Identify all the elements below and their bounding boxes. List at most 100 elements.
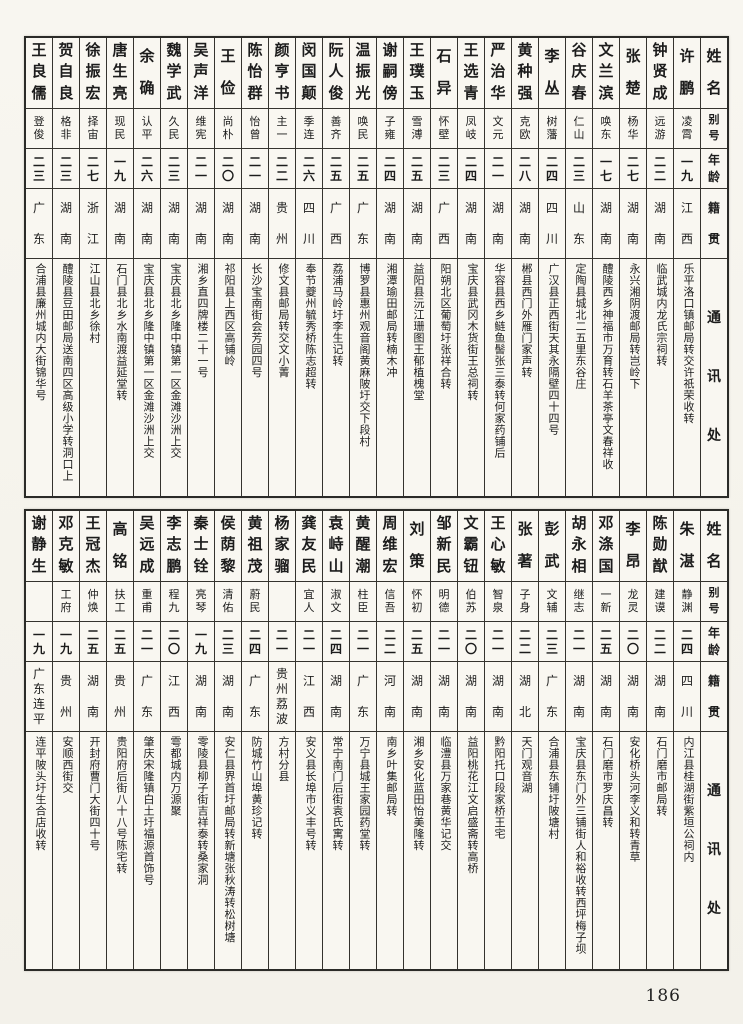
entry-age: 二三	[26, 148, 52, 188]
entry-alias: 蔚民	[242, 581, 268, 621]
entry-column: 王冠杰仲焕二五湖南开封府曹门大街四十号	[79, 511, 106, 969]
entry-alias: 建谟	[647, 581, 673, 621]
entry-column: 邓涤国一新二五湖南石门磨市罗庆昌转	[592, 511, 619, 969]
entry-age: 二二	[269, 148, 295, 188]
entry-alias: 久民	[161, 108, 187, 148]
entry-column: 贺自良格非二三湖南醴陵县豆田邮局送南四区高级小学转洞口上	[52, 38, 79, 496]
header-cell-alias: 别号	[701, 108, 727, 148]
entry-column: 石异怀壁二三广西阳朔北区葡萄圩张祥合转	[430, 38, 457, 496]
entry-alias: 程九	[161, 581, 187, 621]
entry-address: 贵阳府后街八十八号陈宅转	[107, 731, 133, 969]
entry-column: 秦士铨亮琴一九湖南零陵县柳子街吉祥泰转桑家洞	[187, 511, 214, 969]
entry-age: 二〇	[620, 621, 646, 661]
entry-column: 邹新民明德二一湖南临澧县万家巷黄华记交	[430, 511, 457, 969]
entry-age: 二一	[242, 148, 268, 188]
entry-address: 安顺西街交	[53, 731, 79, 969]
entry-name: 陈怡群	[247, 43, 263, 102]
entry-origin: 贵州	[107, 661, 133, 731]
entry-address: 益阳县沅江珊图王郁植槐堂	[404, 258, 430, 496]
header-cell-name: 姓名	[706, 521, 722, 570]
entry-column: 张楚杨华二七湖南永兴湘阴渡邮局转岂岭下	[619, 38, 646, 496]
entry-column: 龚友民宜人二一江西安义县长埠市义丰号转	[295, 511, 322, 969]
entry-address: 黔阳托口段家桥王宅	[485, 731, 511, 969]
entry-alias: 怀壁	[431, 108, 457, 148]
entry-alias: 凤岐	[458, 108, 484, 148]
entry-alias: 亮琴	[188, 581, 214, 621]
entry-name: 杨家骝	[274, 516, 290, 575]
entry-age: 二三	[566, 148, 592, 188]
entry-column: 余确认平二六湖南宝庆县北乡隆中镇第一区金滩沙洲上交	[133, 38, 160, 496]
entry-age: 二七	[620, 148, 646, 188]
header-column: 姓名别号年龄籍贯通讯处	[700, 511, 727, 969]
entry-alias: 重甫	[134, 581, 160, 621]
entry-age: 二〇	[161, 621, 187, 661]
entry-origin: 湖南	[80, 661, 106, 731]
entry-origin: 湖南	[188, 188, 214, 258]
entry-alias: 子身	[512, 581, 538, 621]
entry-address: 安仁县界首圩邮局转新塘张秋涛转松树塘	[215, 731, 241, 969]
entry-column: 徐振宏择宙二七浙江江山县北乡徐村	[79, 38, 106, 496]
entry-origin: 广东连平	[26, 661, 52, 731]
entry-address: 临澧县万家巷黄华记交	[431, 731, 457, 969]
entry-age: 二五	[80, 621, 106, 661]
entry-name: 魏学武	[166, 43, 182, 102]
entry-column: 文霸钮伯苏二〇湖南益阳桃花江文启盛斋转高桥	[457, 511, 484, 969]
entry-name: 李昂	[625, 521, 641, 570]
entry-origin: 四川	[674, 661, 700, 731]
entry-age: 二六	[134, 148, 160, 188]
entry-alias: 智泉	[485, 581, 511, 621]
entry-age: 一九	[53, 621, 79, 661]
entry-address: 雩都城内万源聚	[161, 731, 187, 969]
entry-alias: 维宪	[188, 108, 214, 148]
entry-origin: 湖南	[647, 188, 673, 258]
entry-alias: 主一	[269, 108, 295, 148]
entry-name: 王俭	[220, 48, 236, 97]
entry-age: 二四	[674, 621, 700, 661]
entry-address: 防城竹山埠黄珍记转	[242, 731, 268, 969]
entry-age: 二四	[458, 148, 484, 188]
entry-name: 贺自良	[58, 43, 74, 102]
directory-table-block-bottom: 姓名别号年龄籍贯通讯处朱湛静渊二四四川内江县桂湖街紫垣公祠内陈勋猷建谟二二湖南石…	[24, 509, 729, 971]
entry-origin: 湖南	[431, 661, 457, 731]
entry-address: 修文县邮局转交文小菁	[269, 258, 295, 496]
entry-name: 王良儒	[31, 43, 47, 102]
entry-age: 二五	[404, 148, 430, 188]
entry-name: 朱湛	[679, 521, 695, 570]
entry-name: 邹新民	[436, 516, 452, 575]
entry-column: 黄醒潮柱臣二一广东万宁县城王家园药堂转	[349, 511, 376, 969]
entry-name: 龚友民	[301, 516, 317, 575]
entry-address: 醴陵西乡神福市万育转石羊茶亭文春祥收	[593, 258, 619, 496]
entry-age: 二二	[647, 621, 673, 661]
entry-name: 王心敏	[490, 516, 506, 575]
entry-origin: 湖南	[404, 188, 430, 258]
entry-name: 邓克敏	[58, 516, 74, 575]
entry-name: 颜亨书	[274, 43, 290, 102]
entry-age: 二一	[485, 621, 511, 661]
entry-column: 闵国颠季连二六四川奉节夔州毓秀桥陈志超转	[295, 38, 322, 496]
entry-name: 周维宏	[382, 516, 398, 575]
entry-address: 方村分县	[269, 731, 295, 969]
entry-name: 吴声洋	[193, 43, 209, 102]
entry-origin: 湖南	[485, 661, 511, 731]
entry-age: 二一	[566, 621, 592, 661]
entry-alias: 淑文	[323, 581, 349, 621]
entry-age: 二五	[404, 621, 430, 661]
entry-column: 王良儒登俊二三广东合浦县廉州城内大街锦华号	[26, 38, 52, 496]
entry-alias: 认平	[134, 108, 160, 148]
entry-name: 王选青	[463, 43, 479, 102]
entry-alias: 怀初	[404, 581, 430, 621]
entry-address: 江山县北乡徐村	[80, 258, 106, 496]
header-column: 姓名别号年龄籍贯通讯处	[700, 38, 727, 496]
entry-origin: 湖南	[593, 661, 619, 731]
entry-column: 李志鹏程九二〇江西雩都城内万源聚	[160, 511, 187, 969]
entry-alias	[269, 581, 295, 621]
entry-address: 乐平洛口镇邮局转交许祇荣收转	[674, 258, 700, 496]
entry-column: 唐生亮现民一九湖南石门县北乡水南渡益延堂转	[106, 38, 133, 496]
entry-column: 李昂龙灵二〇湖南安化桥头河李义和转青草	[619, 511, 646, 969]
entry-origin: 湖南	[107, 188, 133, 258]
entry-column: 陈怡群怡曾二一湖南长沙宝南街会芳园四号	[241, 38, 268, 496]
entry-origin: 湖南	[485, 188, 511, 258]
entry-alias: 扶工	[107, 581, 133, 621]
entry-age: 二三	[431, 148, 457, 188]
